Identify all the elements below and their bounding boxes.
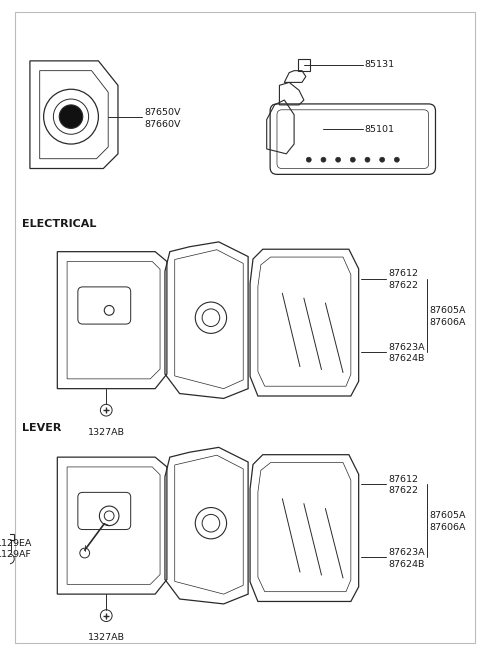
Text: 87612: 87612 — [388, 475, 418, 483]
Text: 1327AB: 1327AB — [88, 633, 125, 643]
Text: 1327AB: 1327AB — [88, 428, 125, 437]
Circle shape — [395, 157, 399, 162]
Text: 87622: 87622 — [388, 487, 418, 495]
Text: 87623A: 87623A — [388, 343, 425, 352]
Text: 87660V: 87660V — [144, 120, 181, 129]
Circle shape — [336, 157, 341, 162]
Circle shape — [306, 157, 311, 162]
Circle shape — [59, 105, 83, 128]
Circle shape — [380, 157, 384, 162]
Text: 87650V: 87650V — [144, 108, 181, 117]
Text: 87606A: 87606A — [429, 318, 466, 327]
Bar — [298, 59, 310, 71]
Text: 85101: 85101 — [364, 125, 395, 134]
Text: 87624B: 87624B — [388, 560, 424, 569]
Circle shape — [350, 157, 355, 162]
Text: 1129AF: 1129AF — [0, 550, 32, 559]
Text: 87624B: 87624B — [388, 354, 424, 364]
Text: 87606A: 87606A — [429, 523, 466, 532]
Text: 87605A: 87605A — [429, 512, 466, 520]
Circle shape — [365, 157, 370, 162]
Text: ELECTRICAL: ELECTRICAL — [22, 219, 96, 229]
Text: 87605A: 87605A — [429, 306, 466, 315]
Circle shape — [321, 157, 326, 162]
Text: 87612: 87612 — [388, 269, 418, 278]
Text: 87623A: 87623A — [388, 548, 425, 557]
Text: 85131: 85131 — [364, 60, 395, 69]
Text: LEVER: LEVER — [22, 422, 61, 433]
Text: 1129EA: 1129EA — [0, 539, 32, 548]
Text: 87622: 87622 — [388, 281, 418, 290]
